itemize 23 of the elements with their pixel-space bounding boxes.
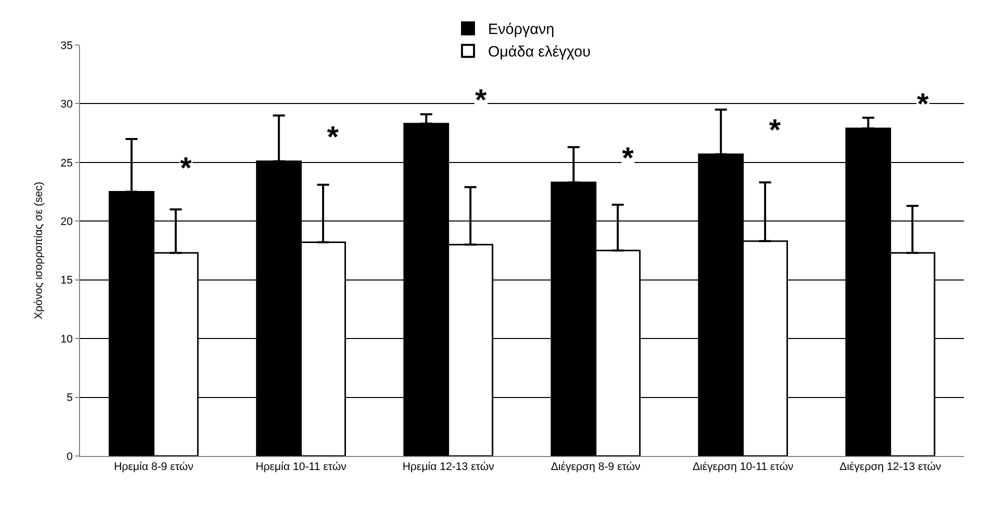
y-tick-label: 30 [60, 98, 73, 111]
annotation: * [475, 84, 487, 117]
annotation: * [622, 142, 634, 175]
y-tick-label: 5 [66, 392, 73, 404]
x-tick-label: Διέγερση 8-9 ετών [550, 461, 641, 474]
x-tick-label: Ηρεμία 12-13 ετών [402, 461, 495, 474]
y-tick-label: 35 [60, 40, 73, 52]
legend-label: Ομάδα ελέγχου [488, 44, 591, 61]
annotation: * [180, 152, 192, 185]
x-tick-label: Ηρεμία 8-9 ετών [114, 461, 194, 474]
y-tick-label: 10 [60, 333, 73, 346]
annotation: * [917, 88, 929, 121]
y-tick-label: 0 [66, 450, 73, 463]
y-tick-label: 20 [60, 216, 73, 228]
annotation: * [769, 114, 781, 147]
x-tick-label: Ηρεμία 10-11 ετών [256, 461, 347, 474]
annotation: * [327, 121, 339, 154]
y-axis-title: Χρόνος ισορροπίας σε (sec) [33, 182, 46, 320]
x-tick-label: Διέγερση 10-11 ετών [692, 461, 794, 474]
y-tick-label: 25 [60, 157, 73, 170]
x-tick-label: Διέγερση 12-13 ετών [839, 461, 942, 474]
legend-label: Ενόργανη [488, 21, 554, 38]
y-tick-label: 15 [60, 274, 73, 287]
